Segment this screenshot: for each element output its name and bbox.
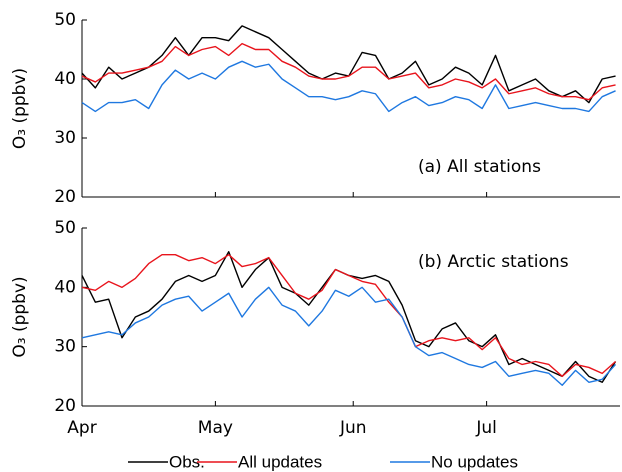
x-tick-label: Jul: [475, 418, 497, 438]
series-line: [81, 25, 616, 104]
y-axis-label: O₃ (ppbv): [10, 276, 30, 357]
series-line: [81, 60, 616, 113]
annotation: (a) All stations: [418, 157, 541, 177]
legend-label: All updates: [238, 452, 322, 471]
legend-label: No updates: [431, 452, 518, 471]
y-tick-label: 30: [54, 337, 76, 357]
y-tick-label: 40: [54, 277, 76, 297]
x-tick-label: Apr: [67, 418, 96, 438]
y-tick-label: 20: [54, 187, 76, 207]
y-tick-label: 20: [54, 396, 76, 416]
annotation: (b) Arctic stations: [418, 252, 569, 272]
y-tick-label: 50: [54, 218, 76, 238]
series-line: [81, 254, 617, 378]
legend-label: Obs.: [169, 452, 205, 471]
x-tick-label: May: [198, 418, 233, 438]
x-tick-label: Jun: [339, 418, 367, 438]
y-tick-label: 50: [54, 10, 76, 30]
y-tick-label: 40: [54, 69, 76, 89]
series-line: [81, 42, 616, 101]
series-line: [81, 286, 617, 386]
y-axis-label: O₃ (ppbv): [10, 68, 30, 149]
y-tick-label: 30: [54, 128, 76, 148]
